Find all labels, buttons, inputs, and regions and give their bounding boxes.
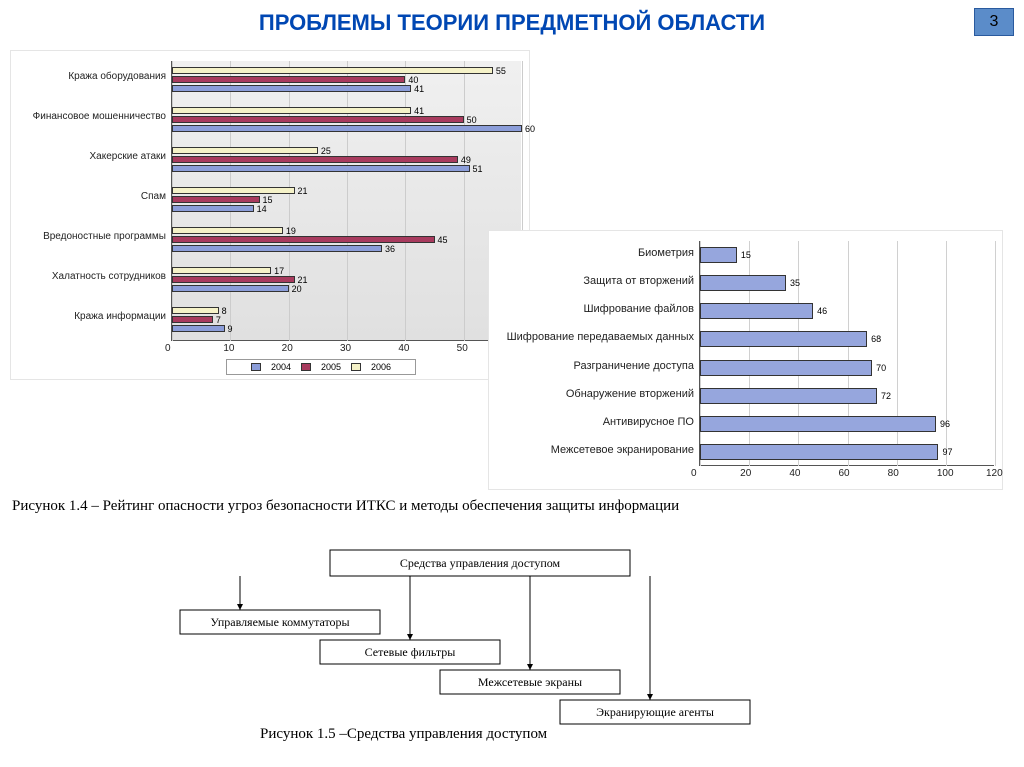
figure-1-4-caption: Рисунок 1.4 – Рейтинг опасности угроз бе… bbox=[12, 498, 679, 515]
chart1-data-label: 25 bbox=[321, 146, 331, 156]
chart1-bar bbox=[172, 325, 225, 332]
chart2-data-label: 35 bbox=[790, 278, 800, 288]
diagram-child-2-label: Межсетевые экраны bbox=[478, 675, 582, 689]
chart1-x-tick: 10 bbox=[223, 343, 234, 354]
chart1-bar bbox=[172, 267, 271, 274]
chart2-bar bbox=[700, 331, 867, 347]
chart1-data-label: 41 bbox=[414, 84, 424, 94]
access-control-diagram: Средства управления доступом Управляемые … bbox=[160, 540, 800, 725]
chart1-data-label: 55 bbox=[496, 66, 506, 76]
chart1-bar bbox=[172, 245, 382, 252]
chart2-category-label: Антивирусное ПО bbox=[489, 416, 694, 428]
diagram-child-1-label: Сетевые фильтры bbox=[365, 645, 456, 659]
chart2-x-tick: 100 bbox=[937, 468, 954, 479]
chart1-data-label: 60 bbox=[525, 124, 535, 134]
chart1-category-label: Вредоностные программы bbox=[11, 231, 166, 242]
diagram-child-3-label: Экранирующие агенты bbox=[596, 705, 714, 719]
chart1-category-label: Финансовое мошенничество bbox=[11, 111, 166, 122]
chart1-data-label: 21 bbox=[298, 186, 308, 196]
chart2-data-label: 15 bbox=[741, 250, 751, 260]
protection-methods-chart: 15 35 46 68 70 72 96 97 0 20 40 60 80 100 120 Биометри… bbox=[488, 230, 1003, 490]
chart1-data-label: 49 bbox=[461, 155, 471, 165]
diagram-root-label: Средства управления доступом bbox=[400, 556, 561, 570]
chart2-category-label: Межсетевое экранирование bbox=[489, 444, 694, 456]
chart1-data-label: 51 bbox=[473, 164, 483, 174]
chart1-category-label: Спам bbox=[11, 191, 166, 202]
legend-2005: 2005 bbox=[321, 362, 341, 372]
chart1-data-label: 9 bbox=[228, 324, 233, 334]
chart1-bar bbox=[172, 67, 493, 74]
chart2-x-tick: 40 bbox=[789, 468, 800, 479]
chart1-bar bbox=[172, 205, 254, 212]
chart1-bar bbox=[172, 276, 295, 283]
chart2-category-label: Обнаружение вторжений bbox=[489, 388, 694, 400]
chart1-data-label: 36 bbox=[385, 244, 395, 254]
chart1-data-label: 20 bbox=[292, 284, 302, 294]
chart2-x-tick: 0 bbox=[691, 468, 697, 479]
chart1-category-label: Кража информации bbox=[11, 311, 166, 322]
chart2-data-label: 72 bbox=[881, 391, 891, 401]
chart1-x-tick: 50 bbox=[457, 343, 468, 354]
chart2-category-label: Шифрование передаваемых данных bbox=[489, 331, 694, 343]
chart2-data-label: 46 bbox=[817, 306, 827, 316]
chart1-bar bbox=[172, 125, 522, 132]
chart2-bar bbox=[700, 275, 786, 291]
chart2-x-tick: 80 bbox=[888, 468, 899, 479]
chart1-category-label: Хакерские атаки bbox=[11, 151, 166, 162]
chart1-x-tick: 30 bbox=[340, 343, 351, 354]
chart1-bar bbox=[172, 285, 289, 292]
chart1-bar bbox=[172, 165, 470, 172]
chart1-data-label: 8 bbox=[222, 306, 227, 316]
chart2-bar bbox=[700, 444, 938, 460]
legend-2004: 2004 bbox=[271, 362, 291, 372]
chart1-data-label: 41 bbox=[414, 106, 424, 116]
chart1-data-label: 7 bbox=[216, 315, 221, 325]
chart1-data-label: 17 bbox=[274, 266, 284, 276]
chart1-bar bbox=[172, 156, 458, 163]
chart1-bar bbox=[172, 187, 295, 194]
chart2-bar bbox=[700, 360, 872, 376]
page-number: 3 bbox=[974, 8, 1014, 36]
chart1-bar bbox=[172, 85, 411, 92]
chart1-data-label: 50 bbox=[467, 115, 477, 125]
chart1-x-tick: 40 bbox=[398, 343, 409, 354]
chart2-bar bbox=[700, 388, 877, 404]
figure-1-5-caption: Рисунок 1.5 –Средства управления доступо… bbox=[260, 726, 547, 743]
chart2-data-label: 97 bbox=[942, 447, 952, 457]
chart1-bar bbox=[172, 147, 318, 154]
chart2-data-label: 70 bbox=[876, 363, 886, 373]
chart2-category-label: Разграничение доступа bbox=[489, 360, 694, 372]
legend-2006: 2006 bbox=[371, 362, 391, 372]
chart2-bar bbox=[700, 416, 936, 432]
diagram-child-0-label: Управляемые коммутаторы bbox=[210, 615, 349, 629]
chart1-data-label: 45 bbox=[438, 235, 448, 245]
chart2-category-label: Защита от вторжений bbox=[489, 275, 694, 287]
chart1-category-label: Халатность сотрудников bbox=[11, 271, 166, 282]
chart2-data-label: 96 bbox=[940, 419, 950, 429]
chart1-data-label: 19 bbox=[286, 226, 296, 236]
chart1-bar bbox=[172, 236, 435, 243]
chart1-bar bbox=[172, 307, 219, 314]
chart2-bar bbox=[700, 303, 813, 319]
chart1-data-label: 14 bbox=[257, 204, 267, 214]
chart1-category-label: Кража оборудования bbox=[11, 71, 166, 82]
chart1-bar bbox=[172, 227, 283, 234]
chart2-category-label: Биометрия bbox=[489, 247, 694, 259]
chart2-x-tick: 120 bbox=[986, 468, 1003, 479]
threat-rating-chart: 554041415060254951211514194536172120879 … bbox=[10, 50, 530, 380]
chart1-bar bbox=[172, 316, 213, 323]
chart1-bar bbox=[172, 76, 405, 83]
chart1-bar bbox=[172, 107, 411, 114]
chart1-bar bbox=[172, 116, 464, 123]
chart1-x-tick: 20 bbox=[282, 343, 293, 354]
page-title: ПРОБЛЕМЫ ТЕОРИИ ПРЕДМЕТНОЙ ОБЛАСТИ bbox=[0, 10, 1024, 36]
chart1-x-tick: 0 bbox=[165, 343, 171, 354]
chart2-data-label: 68 bbox=[871, 334, 881, 344]
chart2-x-tick: 20 bbox=[740, 468, 751, 479]
chart2-bar bbox=[700, 247, 737, 263]
chart2-x-tick: 60 bbox=[839, 468, 850, 479]
chart1-legend: 2004 2005 2006 bbox=[226, 359, 416, 375]
chart1-bar bbox=[172, 196, 260, 203]
chart2-category-label: Шифрование файлов bbox=[489, 303, 694, 315]
